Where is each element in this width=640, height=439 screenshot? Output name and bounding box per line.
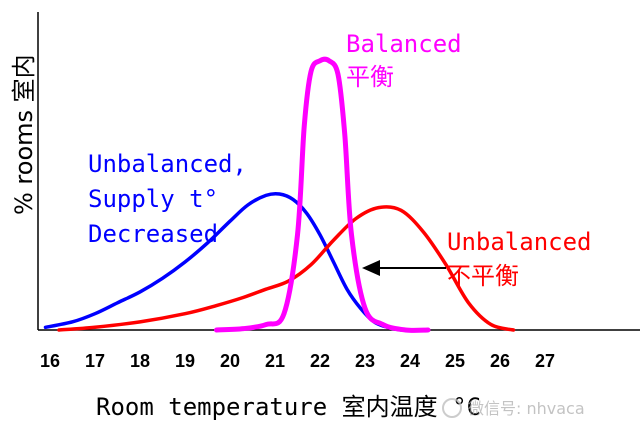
unbalanced-supply-line3: Decreased (88, 220, 218, 248)
balanced-label: Balanced (346, 30, 462, 58)
unbalanced-supply-line2: Supply t° (88, 185, 218, 213)
y-axis-label: % rooms 室内 (10, 54, 38, 215)
x-axis-label: Room temperature 室内温度 °C (96, 393, 481, 421)
unbalanced-label: Unbalanced (447, 228, 592, 256)
balanced-label-cn: 平衡 (346, 63, 394, 91)
series-line-balanced (214, 56, 431, 333)
x-tick-label: 19 (175, 351, 195, 371)
series-group (43, 56, 516, 333)
x-tick-label: 25 (445, 351, 465, 371)
unbalanced-supply-line1: Unbalanced, (88, 150, 247, 178)
x-tick-label: 17 (85, 351, 105, 371)
annotation-arrow (362, 260, 446, 276)
x-tick-label: 22 (310, 351, 330, 371)
x-tick-labels: 16 17 18 19 20 21 22 23 24 25 26 27 (40, 351, 555, 371)
unbalanced-label-cn: 不平衡 (447, 262, 519, 290)
x-tick-label: 26 (490, 351, 510, 371)
x-tick-label: 20 (220, 351, 240, 371)
watermark-text: 微信号: nhvaca (468, 399, 585, 418)
watermark: 微信号: nhvaca (442, 398, 585, 418)
x-tick-label: 27 (535, 351, 555, 371)
x-tick-label: 18 (130, 351, 150, 371)
wechat-icon (442, 398, 462, 418)
x-tick-label: 21 (265, 351, 285, 371)
x-tick-label: 16 (40, 351, 60, 371)
series-line-unbalanced-supply-decreased (43, 191, 403, 332)
series-line-unbalanced (57, 205, 516, 332)
x-tick-label: 23 (355, 351, 375, 371)
x-tick-label: 24 (400, 351, 420, 371)
